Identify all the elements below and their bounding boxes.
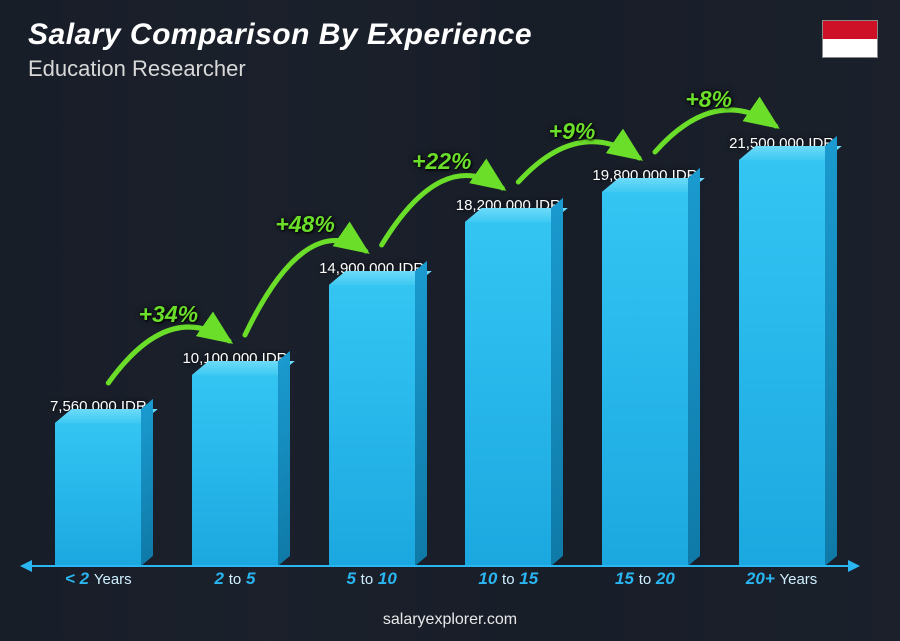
increase-arc (518, 142, 639, 182)
pct-increase-label: +8% (685, 86, 732, 113)
x-axis-category: < 2 Years (38, 569, 158, 597)
x-axis-category: 20+ Years (722, 569, 842, 597)
increase-arc (108, 327, 229, 383)
bar-chart: 7,560,000 IDR 10,100,000 IDR 14,900,000 … (30, 100, 850, 566)
flag-top-stripe (823, 21, 877, 39)
increase-arc (382, 175, 503, 245)
pct-increase-label: +22% (412, 148, 471, 175)
x-axis-category: 2 to 5 (175, 569, 295, 597)
footer-attribution: salaryexplorer.com (0, 611, 900, 629)
x-axis-labels: < 2 Years 2 to 5 5 to 10 10 to 15 15 to 20 20… (30, 569, 850, 597)
increase-arc (245, 241, 366, 336)
x-axis-category: 10 to 15 (448, 569, 568, 597)
chart-title: Salary Comparison By Experience (28, 18, 872, 52)
pct-increase-label: +34% (139, 301, 198, 328)
pct-increase-label: +48% (275, 211, 334, 238)
x-axis-category: 15 to 20 (585, 569, 705, 597)
x-axis-line (30, 565, 850, 567)
pct-increase-label: +9% (549, 118, 596, 145)
x-axis-category: 5 to 10 (312, 569, 432, 597)
header: Salary Comparison By Experience Educatio… (28, 18, 872, 82)
increase-arc (655, 110, 776, 152)
chart-subtitle: Education Researcher (28, 56, 872, 82)
country-flag-indonesia (822, 20, 878, 58)
